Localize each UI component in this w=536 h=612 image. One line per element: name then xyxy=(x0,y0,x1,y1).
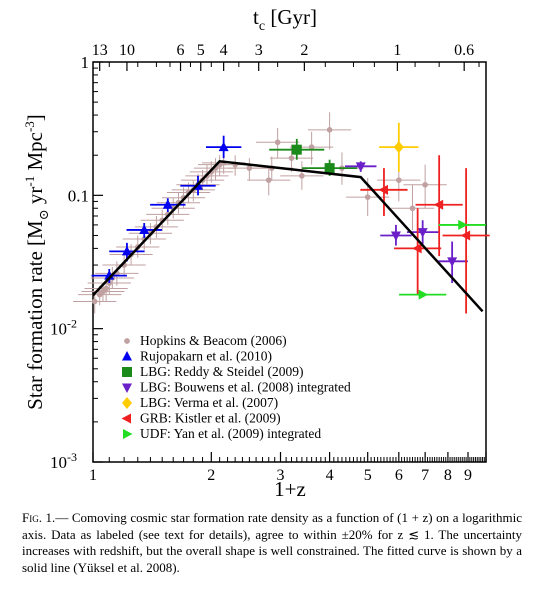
data-point xyxy=(139,224,150,234)
caption-text: — Comoving cosmic star formation rate de… xyxy=(22,510,522,575)
top-tick-label: 3 xyxy=(255,42,263,59)
legend-label: UDF: Yan et al. (2009) integrated xyxy=(140,426,321,441)
x-tick-label: 6 xyxy=(395,467,403,484)
data-point xyxy=(390,231,401,241)
data-point xyxy=(422,181,428,188)
data-point xyxy=(458,219,468,230)
data-point xyxy=(218,141,229,152)
legend-marker xyxy=(124,338,130,344)
data-point xyxy=(396,177,402,183)
data-point xyxy=(299,173,305,179)
series-2 xyxy=(269,138,358,176)
legend-marker xyxy=(122,367,132,377)
fit-curve xyxy=(92,159,484,313)
y-tick-label: 0.1 xyxy=(68,186,89,205)
top-tick-label: 10 xyxy=(119,42,135,59)
sfr-chart: 1 2 3 4 5 6 7 8 910.110-210-313 10 6 5 4 3 2 1 0.6 Hopki… xyxy=(22,5,490,500)
legend: Hopkins & Beacom (2006)Rujopakarn et al.… xyxy=(121,333,351,441)
data-point xyxy=(417,228,428,238)
y-axis-label: Star formation rate [M⊙ yr-1 Mpc-3] xyxy=(22,114,51,410)
plot-frame xyxy=(92,61,487,463)
x-tick-label: 7 xyxy=(421,467,429,484)
legend-label: Rujopakarn et al. (2010) xyxy=(140,349,272,364)
data-point xyxy=(418,289,429,300)
series-0 xyxy=(73,112,447,314)
legend-label: LBG: Reddy & Steidel (2009) xyxy=(140,364,303,379)
x-axis-label: 1+z xyxy=(274,477,306,500)
data-point xyxy=(409,205,416,212)
top-tick-label: 5 xyxy=(197,42,205,59)
data-point xyxy=(324,163,335,174)
top-tick-label: 0.6 xyxy=(454,42,474,59)
series-6 xyxy=(399,219,486,300)
data-point xyxy=(393,141,404,154)
data-point xyxy=(364,194,371,200)
y-tick-label: 1 xyxy=(81,53,90,72)
x-tick-label: 9 xyxy=(464,467,472,484)
legend-marker xyxy=(123,429,133,439)
legend-label: GRB: Kistler et al. (2009) xyxy=(140,411,281,426)
top-tick-label: 2 xyxy=(300,42,308,59)
data-points xyxy=(73,112,490,314)
top-tick-label: 4 xyxy=(220,42,228,59)
y-tick-label: 10-3 xyxy=(50,450,77,472)
data-point xyxy=(103,285,109,292)
x-tick-label: 3 xyxy=(277,467,285,484)
data-point xyxy=(412,243,422,254)
data-point xyxy=(265,177,272,183)
data-point xyxy=(91,298,98,305)
legend-label: LBG: Verma et al. (2007) xyxy=(140,395,278,410)
caption-label: Fig. 1. xyxy=(22,510,56,525)
data-point xyxy=(308,144,315,150)
data-point xyxy=(274,139,281,146)
tick-labels: 1 2 3 4 5 6 7 8 910.110-210-313 10 6 5 4 3 2 1 0.6 xyxy=(50,42,474,484)
y-tick-label: 10-2 xyxy=(50,317,77,339)
data-point xyxy=(355,162,366,172)
data-point xyxy=(288,155,295,161)
legend-marker xyxy=(122,397,132,409)
legend-marker xyxy=(121,413,131,424)
x-tick-label: 2 xyxy=(207,467,215,484)
legend-label: Hopkins & Beacom (2006) xyxy=(140,333,287,348)
series-4 xyxy=(379,122,419,172)
data-point xyxy=(378,184,388,195)
data-point xyxy=(162,199,173,209)
x-tick-label: 1 xyxy=(89,467,97,484)
x-tick-label: 8 xyxy=(444,467,452,484)
figure-caption: Fig. 1.— Comoving cosmic star formation … xyxy=(22,510,522,576)
data-point xyxy=(121,245,132,256)
x-tick-label: 4 xyxy=(326,467,334,484)
data-point xyxy=(447,257,458,267)
series-1 xyxy=(91,135,242,284)
data-point xyxy=(326,127,333,133)
x-tick-label: 5 xyxy=(364,467,372,484)
legend-label: LBG: Bouwens et al. (2008) integrated xyxy=(140,380,351,395)
top-tick-label: 13 xyxy=(92,42,108,59)
top-axis-label: tc [Gyr] xyxy=(253,5,317,34)
data-point xyxy=(291,144,302,155)
legend-marker xyxy=(122,383,132,393)
top-tick-label: 6 xyxy=(177,42,185,59)
legend-marker xyxy=(122,351,132,361)
fit-line xyxy=(92,159,484,313)
top-tick-label: 1 xyxy=(393,42,401,59)
data-point xyxy=(246,165,253,171)
axis-ticks xyxy=(92,61,487,463)
data-point xyxy=(460,230,471,241)
data-point xyxy=(433,199,444,210)
series-5 xyxy=(360,155,490,314)
